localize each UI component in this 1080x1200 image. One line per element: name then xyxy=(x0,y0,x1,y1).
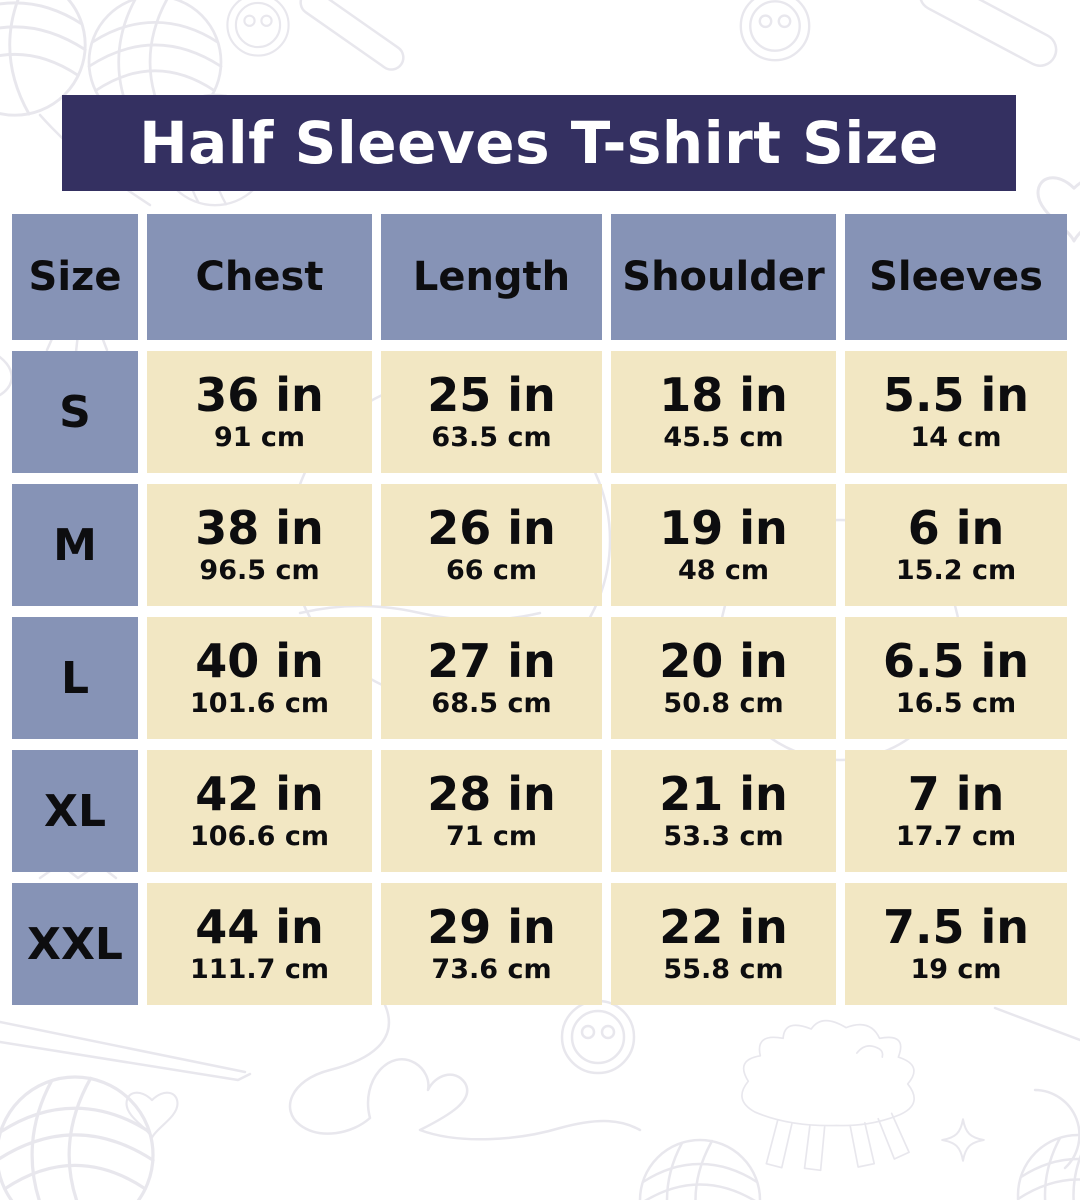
cell-xl-chest: 42 in 106.6 cm xyxy=(147,750,372,872)
cell-xxl-sleeves: 7.5 in 19 cm xyxy=(845,883,1067,1005)
cell-xxl-length: 29 in 73.6 cm xyxy=(381,883,602,1005)
value-cm: 19 cm xyxy=(910,953,1002,985)
value-cm: 17.7 cm xyxy=(895,820,1017,852)
cell-m-sleeves: 6 in 15.2 cm xyxy=(845,484,1067,606)
cell-s-sleeves: 5.5 in 14 cm xyxy=(845,351,1067,473)
column-header-length: Length xyxy=(381,214,602,340)
value-inches: 5.5 in xyxy=(882,368,1030,423)
value-cm: 15.2 cm xyxy=(895,554,1017,586)
yarn-ball-icon xyxy=(1016,1133,1080,1200)
cell-m-chest: 38 in 96.5 cm xyxy=(147,484,372,606)
value-inches: 19 in xyxy=(659,501,788,556)
column-header-sleeves: Sleeves xyxy=(845,214,1067,340)
value-inches: 18 in xyxy=(659,368,788,423)
size-table: Size Chest Length Shoulder Sleeves S 36 … xyxy=(12,214,1067,1005)
value-inches: 7 in xyxy=(907,767,1005,822)
column-header-shoulder: Shoulder xyxy=(611,214,836,340)
sparkle-icon xyxy=(941,1118,985,1162)
value-cm: 14 cm xyxy=(910,421,1002,453)
value-cm: 16.5 cm xyxy=(895,687,1017,719)
cell-l-shoulder: 20 in 50.8 cm xyxy=(611,617,836,739)
needle-icon xyxy=(299,0,405,71)
button-icon xyxy=(739,0,811,62)
cell-xl-shoulder: 21 in 53.3 cm xyxy=(611,750,836,872)
value-cm: 101.6 cm xyxy=(190,687,329,719)
column-header-size: Size xyxy=(12,214,138,340)
value-cm: 73.6 cm xyxy=(431,953,552,985)
button-icon xyxy=(226,0,290,57)
value-cm: 63.5 cm xyxy=(431,421,552,453)
cell-l-length: 27 in 68.5 cm xyxy=(381,617,602,739)
cell-xxl-chest: 44 in 111.7 cm xyxy=(147,883,372,1005)
heart-icon xyxy=(125,1091,179,1139)
value-cm: 53.3 cm xyxy=(663,820,784,852)
cell-s-shoulder: 18 in 45.5 cm xyxy=(611,351,836,473)
row-header-s: S xyxy=(12,351,138,473)
cell-l-sleeves: 6.5 in 16.5 cm xyxy=(845,617,1067,739)
value-inches: 28 in xyxy=(427,767,556,822)
value-cm: 48 cm xyxy=(677,554,770,586)
value-inches: 20 in xyxy=(659,634,788,689)
value-inches: 29 in xyxy=(427,900,556,955)
value-cm: 45.5 cm xyxy=(663,421,784,453)
value-inches: 21 in xyxy=(659,767,788,822)
cell-s-length: 25 in 63.5 cm xyxy=(381,351,602,473)
cell-s-chest: 36 in 91 cm xyxy=(147,351,372,473)
value-cm: 71 cm xyxy=(445,820,538,852)
button-icon xyxy=(560,999,636,1075)
value-cm: 96.5 cm xyxy=(199,554,320,586)
cell-xl-length: 28 in 71 cm xyxy=(381,750,602,872)
page-title: Half Sleeves T-shirt Size xyxy=(139,109,939,177)
value-cm: 66 cm xyxy=(445,554,538,586)
row-header-xl: XL xyxy=(12,750,138,872)
value-inches: 6 in xyxy=(907,501,1005,556)
cell-xxl-shoulder: 22 in 55.8 cm xyxy=(611,883,836,1005)
value-cm: 91 cm xyxy=(213,421,306,453)
yarn-ball-icon xyxy=(638,1138,762,1200)
cell-l-chest: 40 in 101.6 cm xyxy=(147,617,372,739)
value-inches: 25 in xyxy=(427,368,556,423)
title-banner: Half Sleeves T-shirt Size xyxy=(62,95,1016,191)
value-cm: 50.8 cm xyxy=(663,687,784,719)
value-inches: 7.5 in xyxy=(882,900,1030,955)
value-cm: 68.5 cm xyxy=(431,687,552,719)
value-inches: 42 in xyxy=(195,767,324,822)
value-inches: 36 in xyxy=(195,368,324,423)
sheep-icon xyxy=(741,1019,915,1172)
cell-m-length: 26 in 66 cm xyxy=(381,484,602,606)
value-inches: 6.5 in xyxy=(882,634,1030,689)
row-header-l: L xyxy=(12,617,138,739)
value-inches: 27 in xyxy=(427,634,556,689)
row-header-m: M xyxy=(12,484,138,606)
value-cm: 106.6 cm xyxy=(190,820,329,852)
cell-m-shoulder: 19 in 48 cm xyxy=(611,484,836,606)
row-header-xxl: XXL xyxy=(12,883,138,1005)
value-inches: 22 in xyxy=(659,900,788,955)
value-inches: 44 in xyxy=(195,900,324,955)
cell-xl-sleeves: 7 in 17.7 cm xyxy=(845,750,1067,872)
value-cm: 55.8 cm xyxy=(663,953,784,985)
value-inches: 40 in xyxy=(195,634,324,689)
value-cm: 111.7 cm xyxy=(190,953,329,985)
value-inches: 26 in xyxy=(427,501,556,556)
safety-pin-icon xyxy=(918,0,1058,67)
yarn-string-icon xyxy=(288,1003,642,1141)
column-header-chest: Chest xyxy=(147,214,372,340)
value-inches: 38 in xyxy=(195,501,324,556)
